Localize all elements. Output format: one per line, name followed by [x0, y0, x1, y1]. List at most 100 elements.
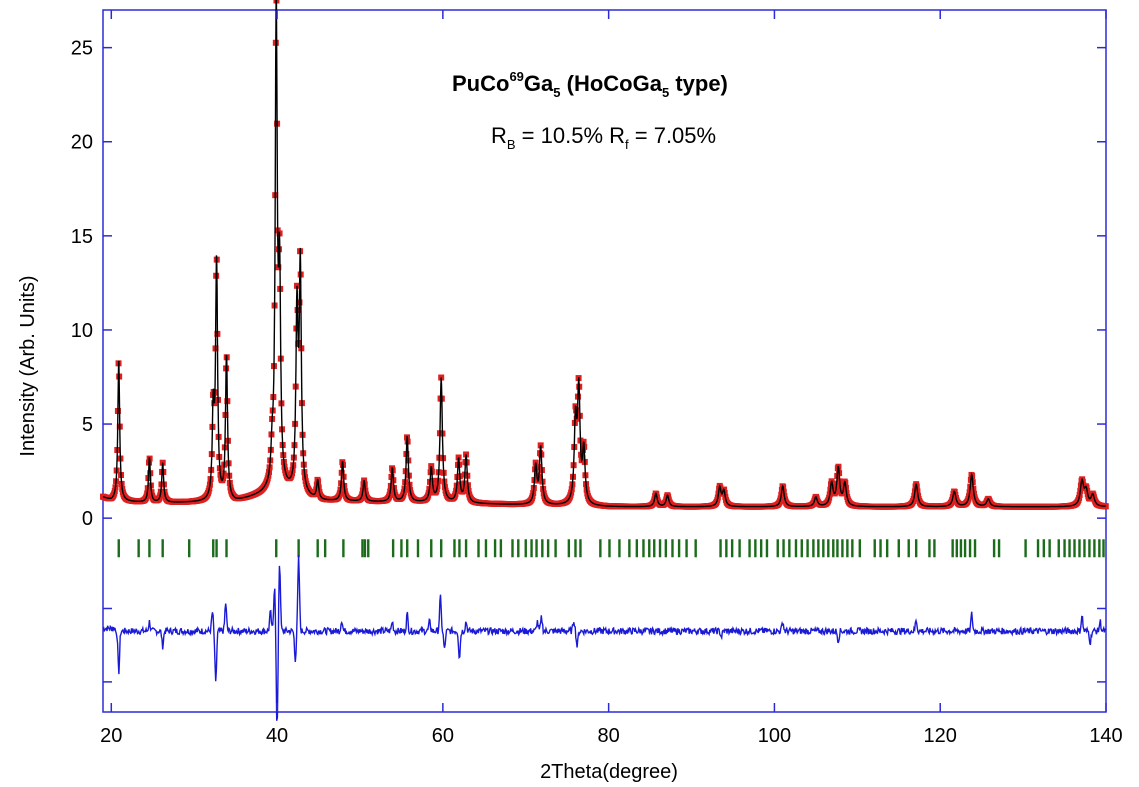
bragg-marker — [653, 539, 656, 558]
bragg-marker — [951, 539, 954, 558]
bragg-marker — [477, 539, 480, 558]
bragg-marker — [914, 539, 918, 558]
bragg-marker — [817, 539, 820, 558]
axis-ticks: 20 40 60 80 100 120 140 0 5 10 15 20 25 — [71, 10, 1123, 747]
bragg-marker — [316, 539, 319, 558]
bragg-marker — [297, 539, 300, 558]
bragg-reflections — [117, 539, 1105, 558]
difference-curve — [102, 554, 1107, 721]
rb-subscript: B — [507, 137, 516, 152]
title-subscript-2: 5 — [662, 85, 669, 100]
bragg-marker — [161, 539, 164, 558]
bragg-marker — [851, 539, 854, 558]
bragg-marker — [992, 539, 996, 558]
bragg-marker — [1078, 539, 1081, 558]
bragg-marker — [858, 539, 862, 558]
bragg-marker — [719, 539, 722, 558]
bragg-marker — [530, 539, 533, 558]
bragg-marker — [748, 539, 751, 558]
y-tick-label: 25 — [71, 38, 93, 60]
bragg-marker — [440, 539, 443, 558]
bragg-marker — [1057, 539, 1060, 558]
bragg-marker — [458, 539, 461, 558]
bragg-marker — [642, 539, 645, 558]
bragg-marker — [879, 539, 882, 558]
bragg-marker — [363, 539, 367, 558]
rf-value: = 7.05% — [629, 123, 716, 148]
bragg-marker — [416, 539, 420, 558]
rb-value: = 10.5% R — [516, 123, 625, 148]
bragg-marker — [973, 539, 977, 558]
bragg-marker — [794, 539, 798, 558]
bragg-marker — [800, 539, 803, 558]
bragg-marker — [1048, 539, 1051, 558]
plot-frame — [102, 9, 1107, 713]
bragg-marker — [836, 539, 839, 558]
x-tick-label: 60 — [432, 725, 454, 747]
bragg-marker — [499, 539, 503, 558]
bragg-marker — [554, 539, 557, 558]
title-formula-start: PuCo — [452, 71, 509, 96]
bragg-marker — [846, 539, 849, 558]
bragg-marker — [963, 539, 967, 558]
bragg-marker — [628, 539, 631, 558]
bragg-marker — [959, 539, 963, 558]
bragg-marker — [579, 539, 582, 558]
bragg-marker — [137, 539, 140, 558]
bragg-marker — [997, 539, 1001, 558]
bragg-marker — [323, 539, 327, 558]
bragg-marker — [493, 539, 497, 558]
bragg-marker — [1093, 539, 1096, 558]
bragg-marker — [822, 539, 825, 558]
difference-curve-group — [102, 554, 1107, 721]
x-tick-label: 40 — [266, 725, 288, 747]
bragg-marker — [1098, 539, 1101, 558]
bragg-marker — [738, 539, 741, 558]
bragg-marker — [608, 539, 611, 558]
calculated-curve — [102, 0, 1106, 508]
bragg-marker — [694, 539, 697, 558]
bragg-marker — [788, 539, 791, 558]
bragg-marker — [677, 539, 681, 558]
bragg-marker — [361, 539, 364, 558]
y-tick-label: 15 — [71, 226, 93, 248]
bragg-marker — [907, 539, 910, 558]
bragg-marker — [535, 539, 538, 558]
bragg-marker — [391, 539, 395, 558]
bragg-marker — [599, 539, 602, 558]
title-type-end: type) — [669, 71, 728, 96]
chart-annotation-reliability: RB = 10.5% Rf = 7.05% — [491, 123, 716, 152]
bragg-marker — [827, 539, 830, 558]
bragg-marker — [725, 539, 728, 558]
y-tick-label: 10 — [71, 320, 93, 342]
bragg-marker — [511, 539, 514, 558]
title-isotope-superscript: 69 — [509, 69, 523, 84]
bragg-marker — [776, 539, 779, 558]
bragg-marker — [524, 539, 527, 558]
y-axis-label: Intensity (Arb. Units) — [17, 275, 39, 456]
bragg-marker — [453, 539, 456, 558]
x-tick-label: 120 — [924, 725, 957, 747]
bragg-marker — [148, 539, 151, 558]
bragg-marker — [430, 539, 433, 558]
rb-label: R — [491, 123, 507, 148]
title-type-start: (HoCoGa — [561, 71, 663, 96]
bragg-marker — [400, 539, 403, 558]
bragg-marker — [806, 539, 809, 558]
bragg-marker — [664, 539, 668, 558]
bragg-marker — [933, 539, 936, 558]
bragg-marker — [1073, 539, 1076, 558]
bragg-marker — [517, 539, 520, 558]
bragg-marker — [765, 539, 769, 558]
bragg-marker — [1088, 539, 1091, 558]
bragg-marker — [1063, 539, 1066, 558]
bragg-marker — [1102, 539, 1105, 558]
bragg-marker — [342, 539, 345, 558]
bragg-marker — [648, 539, 651, 558]
bragg-marker — [812, 539, 815, 558]
title-formula-ga: Ga — [524, 71, 554, 96]
bragg-marker — [1042, 539, 1046, 558]
bragg-marker — [754, 539, 757, 558]
bragg-marker — [832, 539, 835, 558]
